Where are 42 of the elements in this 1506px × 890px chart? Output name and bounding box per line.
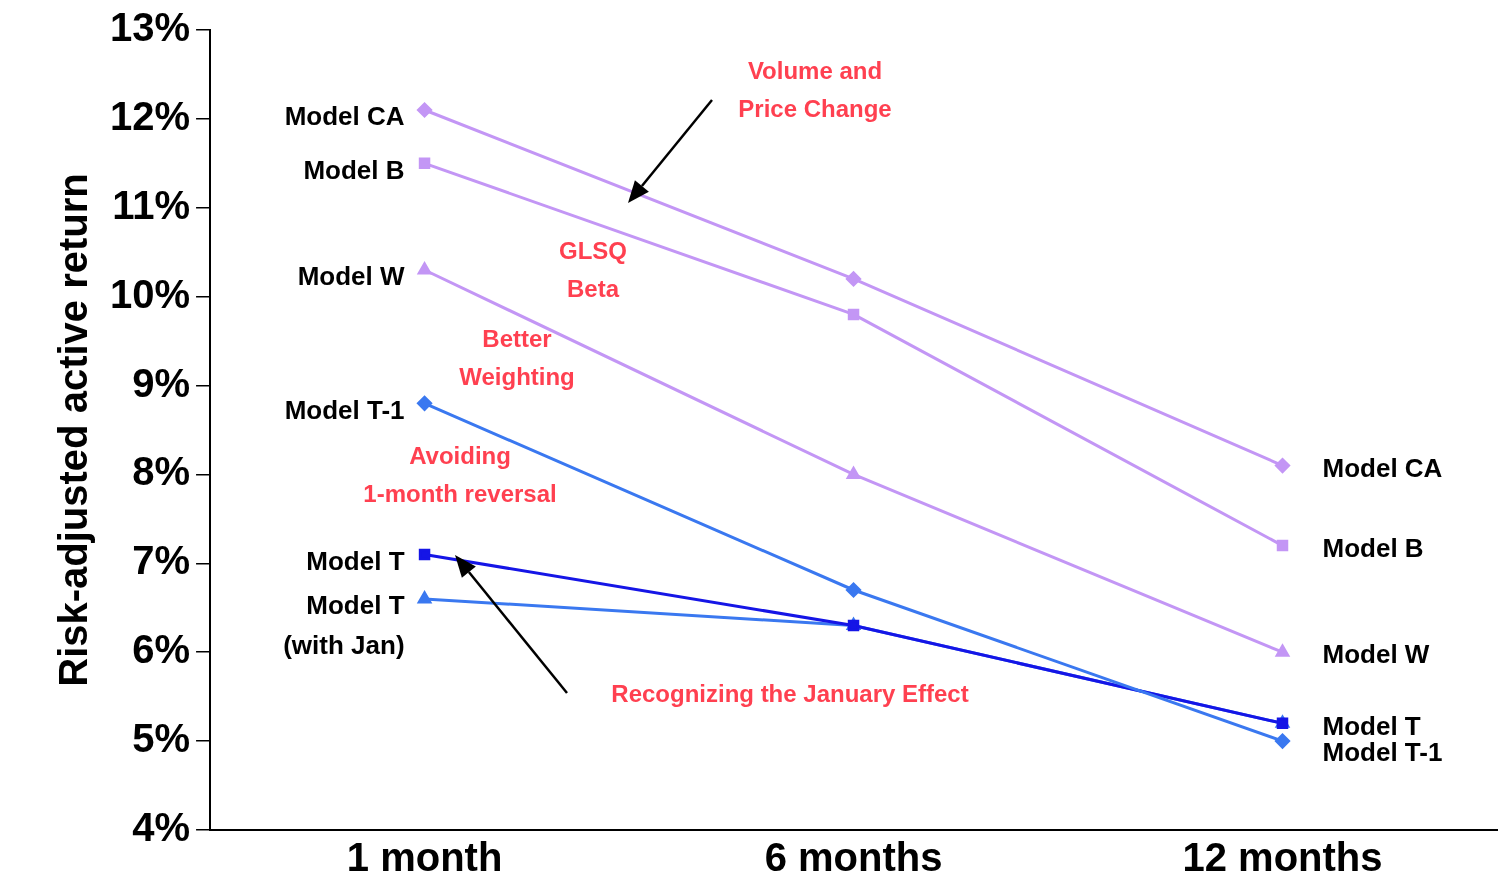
- series-label: Model T (with Jan): [283, 590, 405, 661]
- annotation: Model W: [1322, 639, 1430, 670]
- annotation: Avoiding 1-month reversal: [363, 441, 557, 507]
- series-label: Model T: [306, 545, 405, 576]
- annotation: Model CA: [1322, 452, 1443, 483]
- point: [846, 271, 862, 287]
- y-tick-label: 4%: [132, 805, 191, 850]
- y-tick-label: 6%: [132, 627, 191, 672]
- y-tick-label: 13%: [110, 5, 191, 50]
- x-tick-label: 6 months: [764, 835, 943, 880]
- annotation: Recognizing the January Effect: [611, 679, 969, 707]
- y-tick-label: 12%: [110, 93, 191, 138]
- annotation: GLSQ Beta: [558, 236, 628, 302]
- point: [418, 548, 431, 561]
- x-tick-label: 1 month: [346, 835, 503, 880]
- point: [417, 262, 432, 275]
- series-label: Model B: [303, 154, 405, 185]
- point: [417, 102, 433, 118]
- series-label: Model CA: [284, 101, 405, 132]
- point: [847, 308, 860, 321]
- point: [846, 582, 862, 598]
- y-tick-label: 9%: [132, 360, 191, 405]
- series-label: Model W: [297, 261, 405, 292]
- x-tick-label: 12 months: [1182, 835, 1383, 880]
- y-tick-label: 8%: [132, 449, 191, 494]
- annotation: Better Weighting: [459, 324, 575, 390]
- point: [418, 157, 431, 170]
- point: [417, 591, 432, 604]
- point: [417, 395, 433, 411]
- y-tick-label: 5%: [132, 716, 191, 761]
- point: [1275, 644, 1290, 657]
- point: [846, 466, 861, 479]
- y-tick-label: 7%: [132, 538, 191, 583]
- y-tick-label: 10%: [110, 271, 191, 316]
- y-axis-title: Risk-adjusted active return: [51, 173, 96, 687]
- annotation: Volume and Price Change: [738, 56, 892, 122]
- annotation: Model B: [1322, 532, 1424, 563]
- series-label: Model T-1: [284, 394, 405, 425]
- point: [1275, 733, 1291, 749]
- y-tick-label: 11%: [112, 182, 191, 227]
- point: [1276, 539, 1289, 552]
- point: [1275, 458, 1291, 474]
